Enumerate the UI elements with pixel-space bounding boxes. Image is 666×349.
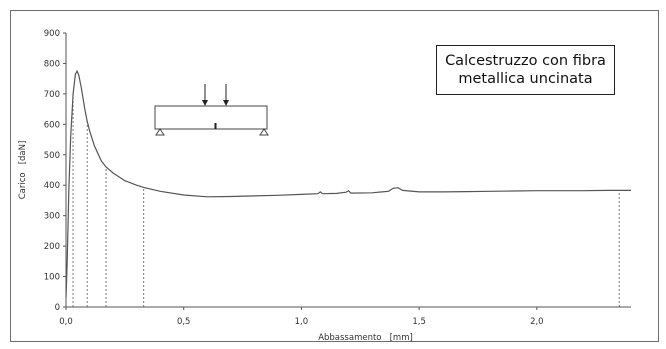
load-arrow-right-head (223, 100, 229, 106)
marker-lines (72, 93, 620, 307)
y-tick-label: 500 (44, 151, 60, 161)
beam-rect (154, 105, 268, 130)
y-axis-title: Carico [daN] (18, 141, 28, 200)
y-tick-label: 800 (44, 59, 60, 69)
y-tick-label: 100 (44, 273, 60, 283)
chart-frame (10, 10, 659, 342)
y-tick-label: 900 (44, 29, 60, 39)
y-tick-label: 0 (55, 303, 60, 313)
x-tick-label: 0,5 (177, 317, 191, 327)
y-tick-label: 600 (44, 120, 60, 130)
load-deflection-curve (65, 69, 631, 298)
axes: 0 100 200 300 400 500 600 700 800 900 0,0 0,5 1,0 1,5… (18, 29, 631, 343)
support-right (259, 128, 269, 136)
x-tick-label: 2,0 (530, 317, 544, 327)
series-line (65, 69, 631, 298)
x-tick-label: 0,0 (59, 317, 73, 327)
notch-mark (214, 123, 217, 129)
x-tick-label: 1,5 (412, 317, 426, 327)
beam-test-diagram (154, 84, 269, 136)
annotation-box: Calcestruzzo con fibra metallica uncinat… (436, 45, 615, 95)
x-axis-title: Abbassamento [mm] (318, 333, 413, 343)
y-tick-label: 700 (44, 90, 60, 100)
y-tick-label: 300 (44, 212, 60, 222)
support-left (155, 128, 165, 136)
x-tick-label: 1,0 (295, 317, 309, 327)
y-tick-label: 200 (44, 242, 60, 252)
y-tick-label: 400 (44, 181, 60, 191)
annotation-text: Calcestruzzo con fibra metallica uncinat… (445, 53, 606, 87)
load-arrow-left-head (202, 100, 208, 106)
